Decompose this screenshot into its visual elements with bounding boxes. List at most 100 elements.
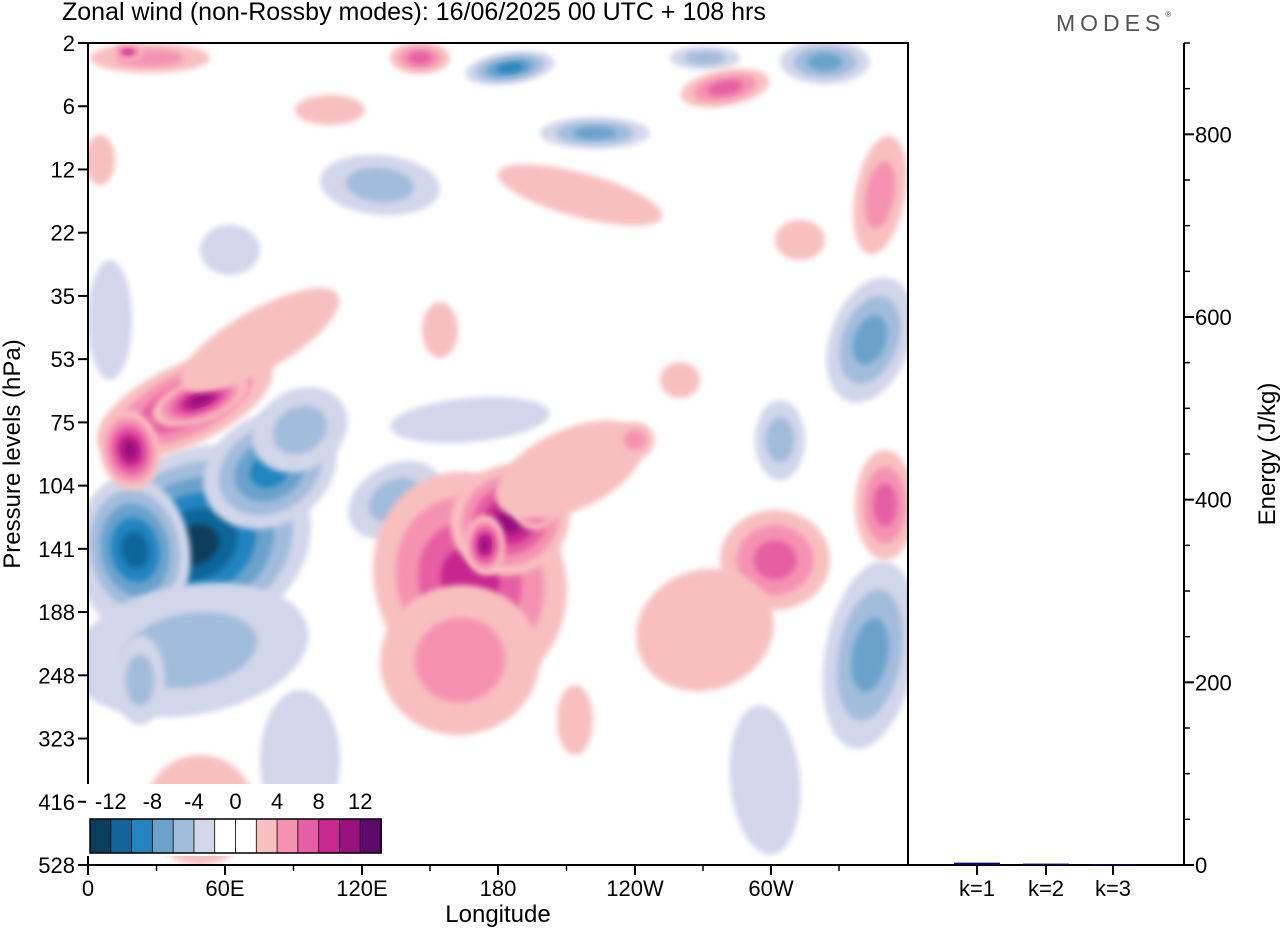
negative-wind-contour xyxy=(125,654,155,706)
negative-wind-contour xyxy=(765,417,795,463)
y-tick-label: 53 xyxy=(51,347,75,372)
positive-wind-contour xyxy=(88,135,115,185)
positive-wind-contour xyxy=(495,420,645,520)
energy-bar xyxy=(1023,863,1069,865)
colorbar-tick-label: 8 xyxy=(313,789,325,814)
negative-wind-contour xyxy=(346,167,414,203)
x-axis: 0 60E 120E 180 120W 60W xyxy=(82,865,840,901)
x-tick-label: 60E xyxy=(205,876,244,901)
colorbar-swatch xyxy=(172,818,195,854)
y-tick-label: 141 xyxy=(38,537,75,562)
x-axis-title: Longitude xyxy=(445,901,550,928)
negative-wind-contour xyxy=(807,53,843,71)
positive-wind-contour xyxy=(636,568,774,692)
positive-wind-contour xyxy=(497,164,663,226)
colorbar-swatch xyxy=(151,818,175,854)
positive-wind-contour xyxy=(480,537,490,553)
negative-wind-contour xyxy=(852,315,888,365)
colorbar-swatch xyxy=(193,818,216,854)
positive-wind-contour xyxy=(557,685,593,755)
positive-wind-contour xyxy=(408,51,432,65)
negative-wind-contour xyxy=(496,62,524,74)
positive-wind-contour xyxy=(180,288,340,392)
positive-wind-contour xyxy=(623,429,647,451)
colorbar-swatch xyxy=(339,818,362,854)
y-tick-label: 528 xyxy=(38,853,75,878)
energy-bar-chart: k=1 k=2 k=3 xyxy=(908,43,1185,901)
colorbar-tick-label: 12 xyxy=(348,789,372,814)
colorbar-swatch xyxy=(235,818,258,854)
energy-bar xyxy=(954,862,1000,865)
chart-title: Zonal wind (non-Rossby modes): 16/06/202… xyxy=(62,0,766,26)
y-tick-label: 248 xyxy=(38,663,75,688)
x-tick-label: 120W xyxy=(606,876,664,901)
x-tick-label: 120E xyxy=(336,876,387,901)
colorbar-swatch xyxy=(276,818,299,854)
colorbar-tick-label: -12 xyxy=(95,789,127,814)
negative-wind-contour xyxy=(200,225,260,275)
positive-wind-contour xyxy=(422,302,458,358)
colorbar-frame xyxy=(89,818,382,854)
x-tick-label: 60W xyxy=(748,876,793,901)
positive-wind-contour xyxy=(414,617,506,703)
colorbar-swatch xyxy=(131,818,154,854)
negative-wind-contour xyxy=(390,397,550,443)
energy-bar xyxy=(1090,864,1136,865)
colorbar-swatch xyxy=(318,818,341,854)
y-tick-label: 75 xyxy=(51,410,75,435)
positive-wind-contour xyxy=(775,220,825,260)
colorbar: -12 -8 -4 0 4 8 12 xyxy=(86,784,385,856)
y-axis-energy: 0 200 400 600 800 xyxy=(1184,42,1232,878)
y-axis-title: Pressure levels (hPa) xyxy=(0,339,26,568)
colorbar-swatch xyxy=(89,818,112,854)
negative-wind-contour xyxy=(573,126,617,140)
y-tick-label: 22 xyxy=(51,221,75,246)
positive-wind-contour xyxy=(660,362,700,398)
energy-category-label: k=3 xyxy=(1095,876,1131,901)
negative-wind-contour xyxy=(729,705,801,855)
positive-wind-contour xyxy=(873,483,897,527)
colorbar-tick-label: -8 xyxy=(143,789,163,814)
colorbar-swatch xyxy=(359,818,382,854)
negative-wind-contour xyxy=(121,531,149,569)
energy-y-tick-label: 0 xyxy=(1195,853,1207,878)
colorbar-swatch xyxy=(110,818,133,854)
negative-wind-contour xyxy=(88,260,132,380)
energy-y-tick-label: 600 xyxy=(1195,305,1232,330)
positive-wind-contour xyxy=(123,49,133,55)
negative-wind-contour xyxy=(685,51,725,65)
colorbar-tick-label: 0 xyxy=(229,789,241,814)
colorbar-swatch xyxy=(297,818,320,854)
contour-field xyxy=(88,43,908,865)
y-tick-label: 12 xyxy=(51,157,75,182)
y-axis-pressure: 2 6 12 22 35 53 75 104 141 188 248 323 416 528 xyxy=(38,31,88,878)
positive-wind-contour xyxy=(864,161,896,229)
positive-wind-contour xyxy=(753,540,797,580)
colorbar-swatch xyxy=(214,818,237,854)
y-tick-label: 416 xyxy=(38,790,75,815)
colorbar-tick-label: -4 xyxy=(184,789,204,814)
negative-wind-contour xyxy=(273,405,327,455)
y-tick-label: 323 xyxy=(38,727,75,752)
y-tick-label: 104 xyxy=(38,474,75,499)
x-tick-label: 0 xyxy=(82,876,94,901)
energy-axis-title: Energy (J/kg) xyxy=(1254,383,1280,526)
energy-y-tick-label: 200 xyxy=(1195,670,1232,695)
modes-logo: MODES® xyxy=(1056,10,1172,36)
y-tick-label: 188 xyxy=(38,600,75,625)
colorbar-tick-label: 4 xyxy=(271,789,283,814)
positive-wind-contour xyxy=(122,440,138,460)
positive-wind-contour xyxy=(707,80,743,96)
energy-category-label: k=1 xyxy=(959,876,995,901)
x-tick-label: 180 xyxy=(480,876,517,901)
y-tick-label: 35 xyxy=(51,284,75,309)
energy-category-label: k=2 xyxy=(1028,876,1064,901)
positive-wind-contour xyxy=(295,95,365,125)
colorbar-swatch xyxy=(255,818,278,854)
energy-y-tick-label: 800 xyxy=(1195,122,1232,147)
energy-y-tick-label: 400 xyxy=(1195,488,1232,513)
y-tick-label: 2 xyxy=(63,31,75,56)
y-tick-label: 6 xyxy=(63,94,75,119)
negative-wind-contour xyxy=(851,618,889,692)
